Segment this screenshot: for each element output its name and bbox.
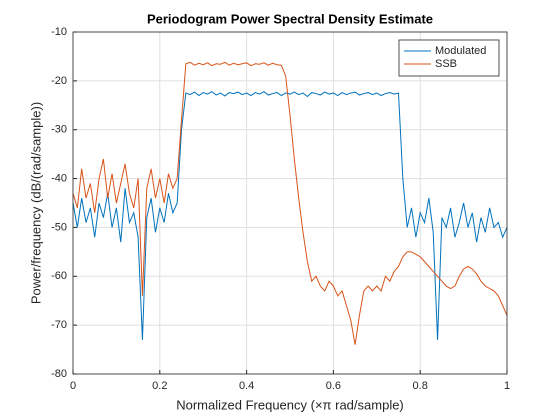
y-tick-label: -20 bbox=[51, 75, 67, 87]
y-tick-label: -10 bbox=[51, 26, 67, 38]
legend-label: SSB bbox=[435, 58, 457, 70]
chart-title: Periodogram Power Spectral Density Estim… bbox=[147, 11, 433, 26]
y-axis-label: Power/frequency (dB/(rad/sample)) bbox=[28, 102, 43, 304]
series-line bbox=[72, 61, 508, 345]
x-tick-label: 0.8 bbox=[413, 380, 428, 392]
x-tick-label: 0 bbox=[70, 380, 76, 392]
x-axis-label: Normalized Frequency (×π rad/sample) bbox=[176, 397, 404, 412]
y-tick-label: -50 bbox=[51, 221, 67, 233]
legend-label: Modulated bbox=[435, 45, 486, 57]
y-tick-label: -40 bbox=[51, 172, 67, 184]
y-tick-label: -70 bbox=[51, 319, 67, 331]
y-tick-label: -60 bbox=[51, 270, 67, 282]
y-tick-label: -30 bbox=[51, 124, 67, 136]
y-tick-label: -80 bbox=[51, 368, 67, 380]
x-tick-label: 0.6 bbox=[326, 380, 341, 392]
series-line bbox=[72, 91, 508, 340]
x-tick-label: 0.2 bbox=[152, 380, 167, 392]
legend-box bbox=[398, 39, 500, 77]
x-tick-label: 0.4 bbox=[239, 380, 254, 392]
x-tick-label: 1 bbox=[504, 380, 510, 392]
plot-frame bbox=[72, 31, 508, 375]
